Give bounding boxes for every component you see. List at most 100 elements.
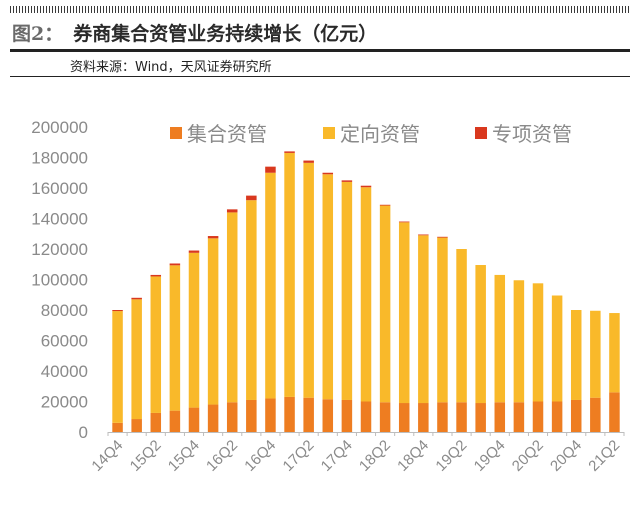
bar-collective [131, 419, 142, 432]
bar-special [322, 172, 334, 175]
title-rule [10, 49, 630, 52]
y-tick-label: 40000 [41, 362, 88, 381]
x-tick-label: 17Q2 [280, 437, 318, 475]
bar-directional [494, 274, 506, 403]
x-tick-label: 16Q4 [241, 437, 279, 475]
bar-collective [360, 401, 372, 432]
bar-directional [513, 280, 525, 403]
source-rule [10, 76, 630, 77]
bar-collective [207, 404, 219, 432]
bar-special [207, 236, 219, 239]
bar-collective [494, 402, 506, 432]
bar-special [150, 274, 162, 277]
bar-collective [303, 397, 314, 432]
figure-header: 图2： 券商集合资管业务持续增长（亿元） [12, 18, 377, 46]
bar-collective [475, 403, 486, 432]
bar-collective [188, 407, 200, 432]
x-tick-label: 16Q2 [203, 437, 241, 475]
legend-label: 定向资管 [340, 122, 420, 146]
x-tick-label: 18Q2 [356, 437, 394, 475]
bar-special [265, 166, 276, 173]
bar-directional [341, 181, 353, 400]
bar-special [360, 185, 372, 188]
bar-special [437, 236, 448, 238]
bar-directional [360, 187, 372, 402]
y-tick-label: 0 [79, 423, 88, 442]
bar-special [131, 297, 142, 300]
x-tick-label: 15Q2 [127, 437, 165, 475]
y-tick-label: 160000 [31, 179, 88, 198]
y-tick-label: 80000 [41, 301, 88, 320]
bar-collective [169, 410, 181, 432]
y-tick-label: 60000 [41, 332, 88, 351]
bar-directional [265, 172, 276, 399]
bar-collective [379, 402, 391, 432]
bar-collective [609, 392, 620, 432]
bar-directional [551, 295, 563, 402]
chart-title: 券商集合资管业务持续增长（亿元） [73, 22, 378, 45]
bar-directional [456, 249, 467, 403]
bar-collective [456, 402, 467, 432]
bar-directional [379, 205, 391, 403]
x-tick-label: 14Q4 [88, 437, 126, 475]
bar-collective [551, 401, 563, 432]
bar-special [303, 160, 314, 163]
bar-directional [226, 212, 238, 403]
bar-collective [284, 396, 295, 432]
bar-collective [398, 403, 410, 432]
bar-directional [398, 222, 410, 404]
x-tick-label: 15Q4 [165, 437, 203, 475]
bar-collective [418, 403, 429, 432]
figure-label: 图2： [12, 22, 64, 45]
bar-special [169, 263, 181, 266]
x-tick-label: 21Q2 [585, 437, 623, 475]
bar-directional [150, 276, 162, 413]
bar-collective [150, 412, 162, 432]
y-tick-label: 100000 [31, 271, 88, 290]
bars [112, 151, 620, 432]
bar-collective [265, 398, 276, 432]
bar-directional [570, 310, 582, 400]
bar-special [246, 195, 257, 201]
bar-collective [590, 397, 601, 432]
bar-collective [513, 402, 525, 432]
y-tick-label: 20000 [41, 393, 88, 412]
bar-directional [437, 237, 448, 403]
legend-swatch [323, 127, 335, 139]
x-tick-label: 17Q4 [318, 437, 356, 475]
bar-special [379, 204, 391, 206]
bar-directional [131, 299, 142, 420]
bar-directional [284, 152, 295, 397]
legend-label: 专项资管 [492, 122, 572, 146]
bar-special [188, 250, 200, 253]
bar-directional [532, 283, 544, 402]
bar-special [398, 221, 410, 223]
bar-directional [207, 238, 219, 405]
bar-collective [341, 399, 353, 432]
header-stripe [10, 6, 630, 13]
legend-swatch [170, 127, 182, 139]
bar-collective [570, 399, 582, 432]
bar-special [341, 180, 353, 182]
bar-directional [609, 313, 620, 393]
y-tick-label: 140000 [31, 210, 88, 229]
y-tick-label: 180000 [31, 149, 88, 168]
x-tick-label: 19Q2 [432, 437, 470, 475]
y-tick-label: 120000 [31, 240, 88, 259]
y-tick-label: 200000 [31, 118, 88, 137]
x-axis: 14Q4 15Q2 15Q4 16Q2 16Q4 17Q2 17Q4 18Q2 18Q4 19Q2… [88, 432, 625, 475]
bar-directional [303, 162, 314, 398]
bar-collective [322, 399, 334, 432]
bar-special [284, 151, 295, 153]
bar-collective [226, 402, 238, 432]
y-axis: 0 20000 40000 60000 80000 100000 120000 140000 1… [31, 118, 88, 442]
bar-directional [418, 235, 429, 404]
bar-directional [246, 200, 257, 400]
x-tick-label: 20Q2 [509, 437, 547, 475]
bar-special [226, 209, 238, 213]
legend-label: 集合资管 [187, 122, 267, 146]
bar-directional [475, 265, 486, 404]
legend-swatch [475, 127, 487, 139]
bar-directional [322, 174, 334, 400]
